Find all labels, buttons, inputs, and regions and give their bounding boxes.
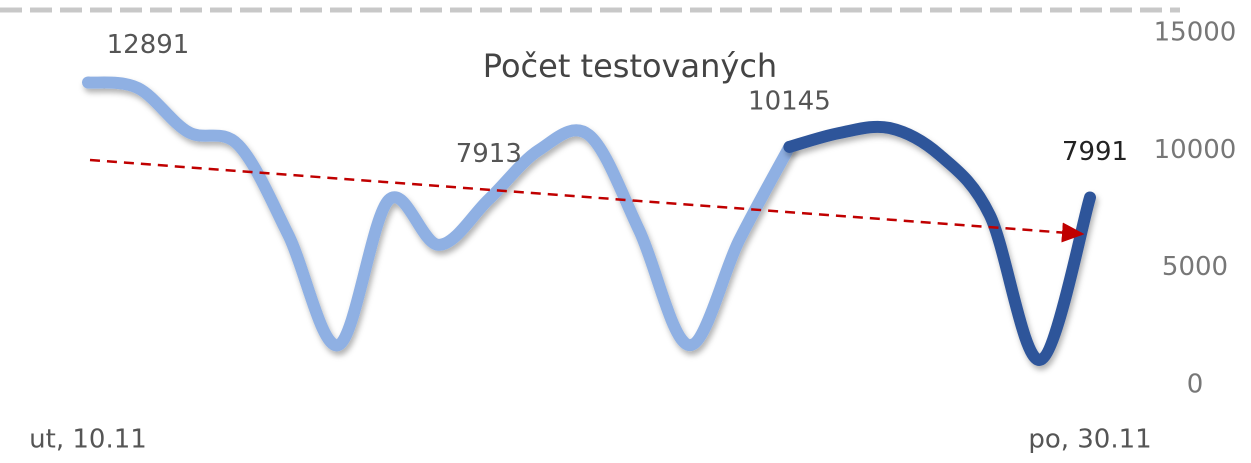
series-line — [783, 120, 1096, 366]
trend-arrow — [89, 158, 1085, 243]
y-tick-label: 0 — [1187, 370, 1204, 400]
series-line — [82, 76, 796, 352]
data-label: 7991 — [1062, 137, 1128, 167]
x-tick-label: ut, 10.11 — [29, 425, 147, 455]
y-tick-label: 5000 — [1162, 252, 1228, 282]
y-tick-label: 15000 — [1154, 18, 1237, 48]
lines — [82, 76, 1096, 366]
data-label: 10145 — [748, 86, 831, 116]
data-label: 7913 — [456, 139, 522, 169]
x-tick-label: po, 30.11 — [1028, 425, 1151, 455]
data-label: 12891 — [107, 30, 190, 60]
y-tick-label: 10000 — [1154, 135, 1237, 165]
chart-title: Počet testovaných — [483, 47, 777, 85]
